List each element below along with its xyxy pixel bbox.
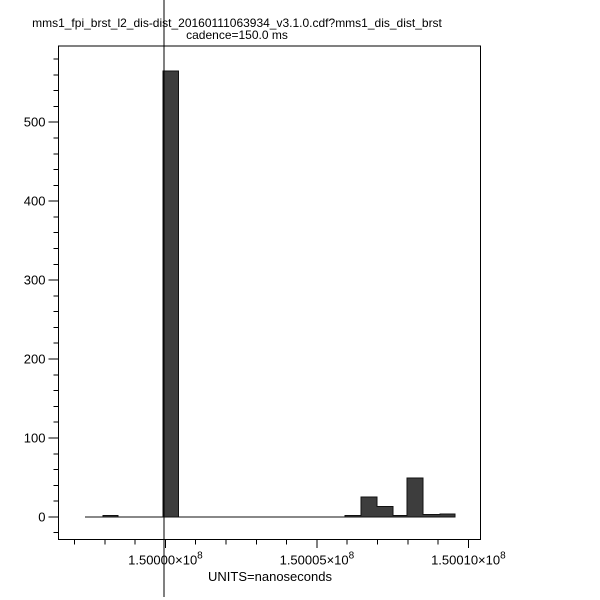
y-tick-label: 500: [24, 115, 46, 130]
x-axis-label: UNITS=nanoseconds: [208, 569, 332, 584]
plot-frame: [58, 45, 481, 540]
x-tick-label: 1.50000×108: [128, 551, 203, 568]
x-tick-label: 1.50005×108: [280, 551, 355, 568]
y-tick-label: 300: [24, 273, 46, 288]
plot-title-line2: cadence=150.0 ms: [186, 28, 288, 42]
plot-title-line1: mms1_fpi_brst_l2_dis-dist_20160111063934…: [32, 16, 442, 30]
y-tick-label: 0: [38, 509, 45, 524]
x-tick-label: 1.50010×108: [431, 551, 506, 568]
y-tick-label: 400: [24, 194, 46, 209]
axis-ticks: 1.50000×108 1.50005×108 1.50010×108 0 100 200…: [24, 58, 506, 568]
histogram-bars: [84, 70, 456, 518]
y-tick-label: 100: [24, 430, 46, 445]
plot-area[interactable]: [58, 46, 481, 540]
y-tick-label: 200: [24, 352, 46, 367]
